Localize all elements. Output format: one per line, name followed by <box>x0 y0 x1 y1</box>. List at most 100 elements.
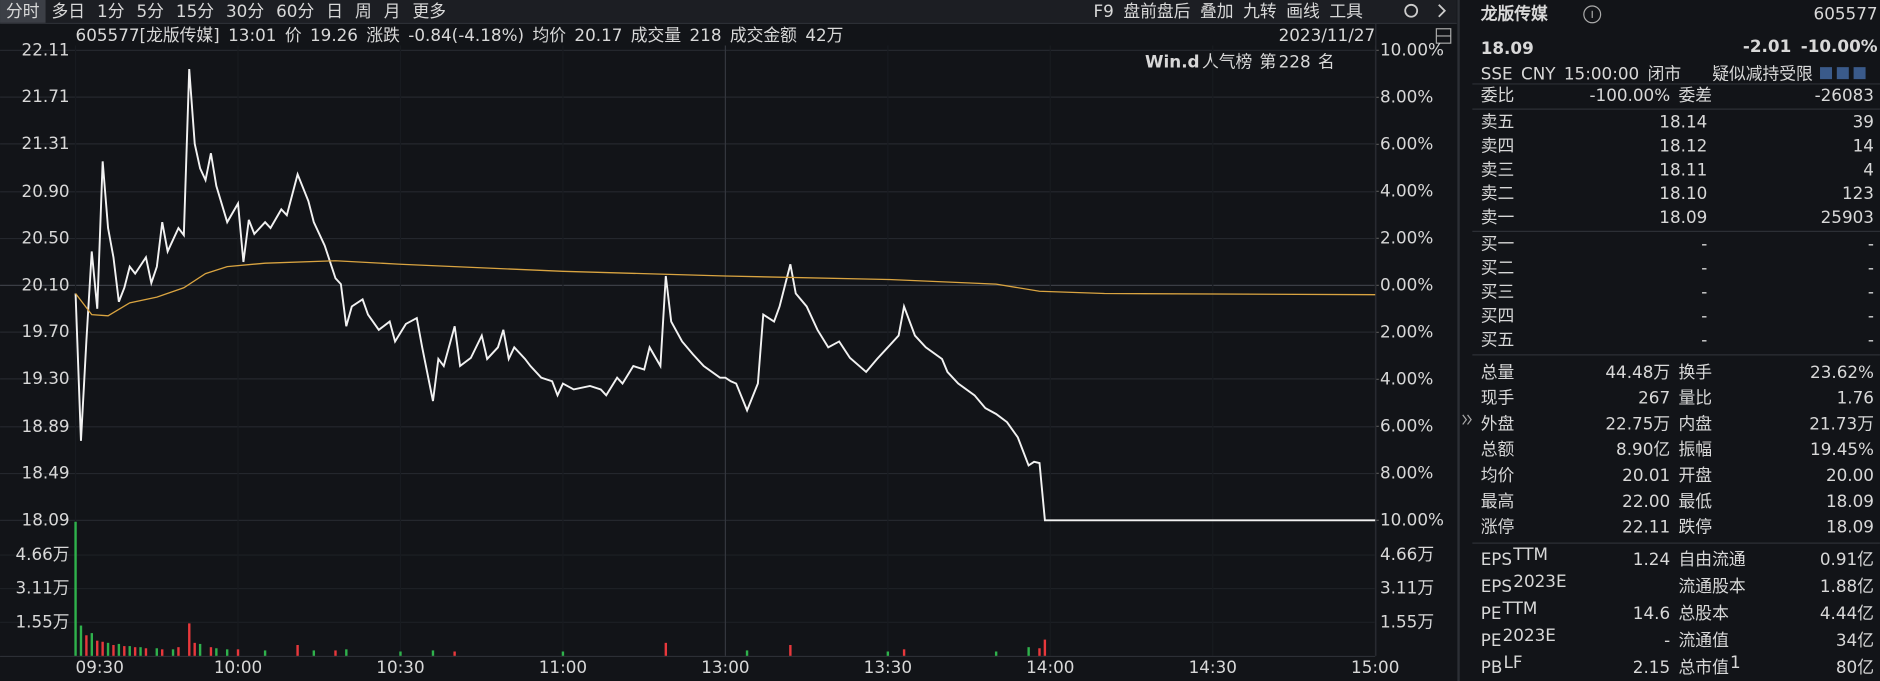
x-tick-label: 14:30 <box>1189 657 1237 677</box>
ask-volume: 25903 <box>1821 207 1874 227</box>
bid-price: - <box>1701 306 1707 326</box>
quote-meta: 15:00:00 <box>1564 63 1639 83</box>
settings-icon[interactable] <box>1404 3 1419 18</box>
toolbar-tab[interactable]: 日 <box>326 1 343 21</box>
toolbar-tool[interactable]: 工具 <box>1329 1 1363 21</box>
minus-icon[interactable] <box>1836 67 1849 80</box>
toolbar-tab[interactable]: 周 <box>355 1 372 21</box>
stat-label: 最高 <box>1481 491 1515 511</box>
toolbar-tool[interactable]: 叠加 <box>1200 1 1234 21</box>
y2-tick-label: 2.00% <box>1380 227 1433 247</box>
stat-value: 8.90亿 <box>1616 439 1670 459</box>
y2-tick-label: 2.00% <box>1380 321 1433 341</box>
info-item: 20.17 <box>574 25 622 45</box>
toolbar-tab[interactable]: 分时 <box>6 1 40 21</box>
volume-bar <box>664 642 668 656</box>
volume-tick-label: 1.55万 <box>15 611 69 631</box>
toolbar-tab[interactable]: 月 <box>384 1 401 21</box>
toolbar-tab[interactable]: 多日 <box>52 1 86 21</box>
quote-note: 疑似减持受限 <box>1712 63 1813 83</box>
stat-label: 最低 <box>1679 491 1713 511</box>
rank-label: 人气榜 <box>1202 51 1252 71</box>
edit-icon[interactable] <box>1820 67 1833 80</box>
y-tick-label: 20.50 <box>22 228 70 248</box>
fundamental-value: 80亿 <box>1836 657 1874 677</box>
info-item: 19.26 <box>310 25 358 45</box>
volume-bar <box>139 647 142 656</box>
fundamental-value: 34亿 <box>1836 630 1874 650</box>
fundamental-sup: TTM <box>1512 544 1548 564</box>
fundamental-sup: LF <box>1504 652 1523 672</box>
ask-price: 18.09 <box>1659 207 1707 227</box>
volume-bar <box>886 651 890 656</box>
fundamental-label: PE <box>1481 603 1502 623</box>
ask-label: 卖五 <box>1481 111 1515 131</box>
stock-code: 605577 <box>1814 3 1878 23</box>
volume-bar <box>745 650 749 656</box>
rank-prefix: 第 <box>1259 51 1276 71</box>
x-tick-label: 10:30 <box>376 657 424 677</box>
ask-price: 18.12 <box>1659 135 1707 155</box>
y2-tick-label: 4.00% <box>1380 368 1433 388</box>
stat-value: 23.62% <box>1810 362 1874 382</box>
toolbar-tab[interactable]: 60分 <box>276 1 314 21</box>
ask-volume: 39 <box>1853 111 1874 131</box>
toolbar-tool[interactable]: 盘前盘后 <box>1123 1 1190 21</box>
volume-bar <box>453 651 456 656</box>
stat-value: 20.00 <box>1826 465 1874 485</box>
fundamental-label: 流通值 <box>1679 630 1730 650</box>
toolbar-tab[interactable]: 15分 <box>176 1 214 21</box>
toolbar-tool[interactable]: F9 <box>1093 1 1113 21</box>
y2-tick-label: 6.00% <box>1380 415 1433 435</box>
info-icon[interactable] <box>1583 5 1602 24</box>
toolbar-tab[interactable]: 1分 <box>97 1 125 21</box>
bid-label: 买一 <box>1481 234 1515 254</box>
volume-bar <box>177 647 180 656</box>
fundamental-label: 总股本 <box>1679 603 1730 623</box>
toolbar-tab[interactable]: 30分 <box>226 1 264 21</box>
toolbar-tab[interactable]: 更多 <box>412 1 446 21</box>
fundamental-value: 1.88亿 <box>1820 576 1874 596</box>
volume-bar <box>1038 648 1041 656</box>
info-item: -0.84(-4.18%) <box>408 25 524 45</box>
collapse-icon[interactable] <box>1462 414 1468 425</box>
fundamental-label: PB <box>1481 657 1503 677</box>
info-item: 成交量 <box>631 25 681 45</box>
volume-bar <box>399 651 402 656</box>
fundamental-label: 自由流通 <box>1679 549 1746 569</box>
more-icon[interactable] <box>1438 4 1447 18</box>
volume-bar <box>431 650 435 656</box>
plus-icon[interactable] <box>1853 67 1866 80</box>
ask-label: 卖一 <box>1481 207 1515 227</box>
stat-label: 总量 <box>1481 362 1515 382</box>
volume-bar <box>117 643 121 656</box>
info-item: 价 <box>285 25 302 45</box>
stat-value: 44.48万 <box>1605 362 1670 382</box>
collapse-icon[interactable] <box>1467 414 1472 425</box>
volume-bar <box>106 642 110 656</box>
fundamental-value: 2.15 <box>1633 657 1670 677</box>
volume-bar <box>123 646 126 656</box>
fundamental-sup: 2023E <box>1503 625 1556 645</box>
x-tick-label: 10:00 <box>214 657 262 677</box>
bid-price: - <box>1701 234 1707 254</box>
volume-bar <box>561 651 565 656</box>
fundamental-label: EPS <box>1481 549 1512 569</box>
volume-bar <box>133 647 137 656</box>
stock-name: 龙版传媒 <box>1480 3 1548 23</box>
stat-label: 跌停 <box>1679 517 1713 537</box>
toolbar-tool[interactable]: 画线 <box>1286 1 1320 21</box>
bid-volume: - <box>1868 234 1874 254</box>
toolbar-tab[interactable]: 5分 <box>136 1 164 21</box>
volume-bar <box>96 640 99 656</box>
stat-value: 267 <box>1638 388 1670 408</box>
ask-price: 18.11 <box>1659 159 1707 179</box>
stat-label: 振幅 <box>1679 439 1713 459</box>
bid-volume: - <box>1868 330 1874 350</box>
fundamental-sup: 1 <box>1730 652 1741 672</box>
volume-bar <box>101 641 104 656</box>
ask-label: 卖四 <box>1481 135 1515 155</box>
toolbar-tool[interactable]: 九转 <box>1243 1 1277 21</box>
fundamental-label: 总市值 <box>1679 657 1730 677</box>
